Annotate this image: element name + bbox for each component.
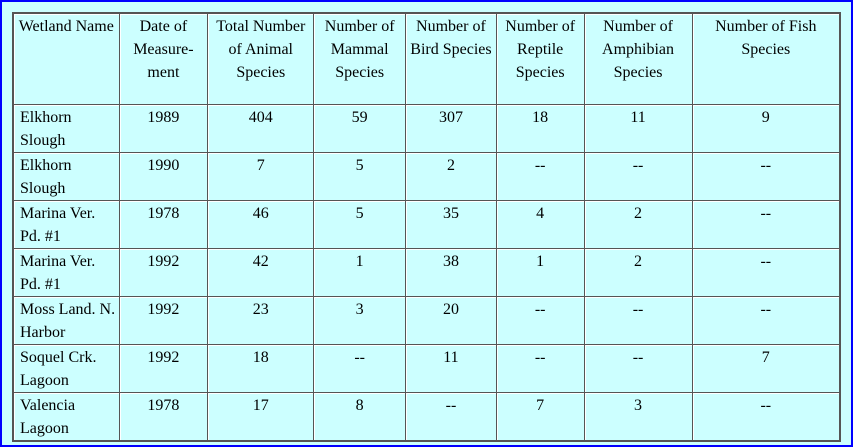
header-row: Wetland Name Date of Measure-ment Total … — [12, 12, 841, 105]
cell-reptile: -- — [495, 152, 585, 201]
cell-bird: 38 — [405, 248, 497, 297]
table-row: Soquel Crk. Lagoon 1992 18 -- 11 -- -- 7 — [12, 344, 841, 393]
cell-mammal: 5 — [313, 200, 407, 249]
header-wetland-name: Wetland Name — [12, 12, 120, 105]
header-total-animal-species: Total Number of Animal Species — [207, 12, 315, 105]
cell-total: 7 — [207, 152, 315, 201]
cell-amphibian: 2 — [583, 200, 693, 249]
cell-reptile: -- — [495, 344, 585, 393]
cell-wetland-name: Elkhorn Slough — [12, 104, 120, 153]
header-reptile-species: Number of Reptile Species — [495, 12, 585, 105]
cell-date: 1978 — [118, 392, 209, 442]
cell-total: 42 — [207, 248, 315, 297]
cell-bird: 2 — [405, 152, 497, 201]
cell-mammal: -- — [313, 344, 407, 393]
cell-bird: 20 — [405, 296, 497, 345]
cell-total: 23 — [207, 296, 315, 345]
wetland-species-table: Wetland Name Date of Measure-ment Total … — [12, 12, 841, 442]
table-row: Elkhorn Slough 1990 7 5 2 -- -- -- — [12, 152, 841, 201]
header-bird-species: Number of Bird Species — [405, 12, 497, 105]
cell-reptile: 1 — [495, 248, 585, 297]
cell-fish: -- — [691, 248, 841, 297]
cell-amphibian: 11 — [583, 104, 693, 153]
cell-date: 1992 — [118, 344, 209, 393]
cell-mammal: 1 — [313, 248, 407, 297]
cell-mammal: 8 — [313, 392, 407, 442]
cell-date: 1992 — [118, 296, 209, 345]
cell-reptile: 4 — [495, 200, 585, 249]
cell-mammal: 3 — [313, 296, 407, 345]
cell-bird: 307 — [405, 104, 497, 153]
table-row: Marina Ver. Pd. #1 1992 42 1 38 1 2 -- — [12, 248, 841, 297]
cell-fish: -- — [691, 200, 841, 249]
cell-total: 46 — [207, 200, 315, 249]
table-row: Marina Ver. Pd. #1 1978 46 5 35 4 2 -- — [12, 200, 841, 249]
cell-total: 18 — [207, 344, 315, 393]
cell-fish: 9 — [691, 104, 841, 153]
cell-bird: 11 — [405, 344, 497, 393]
table-row: Valencia Lagoon 1978 17 8 -- 7 3 -- — [12, 392, 841, 442]
cell-bird: 35 — [405, 200, 497, 249]
header-mammal-species: Number of Mammal Species — [313, 12, 407, 105]
cell-fish: 7 — [691, 344, 841, 393]
cell-bird: -- — [405, 392, 497, 442]
cell-reptile: 7 — [495, 392, 585, 442]
cell-amphibian: -- — [583, 296, 693, 345]
cell-wetland-name: Marina Ver. Pd. #1 — [12, 248, 120, 297]
cell-amphibian: -- — [583, 344, 693, 393]
table-row: Moss Land. N. Harbor 1992 23 3 20 -- -- … — [12, 296, 841, 345]
cell-wetland-name: Moss Land. N. Harbor — [12, 296, 120, 345]
header-fish-species: Number of Fish Species — [691, 12, 841, 105]
cell-wetland-name: Soquel Crk. Lagoon — [12, 344, 120, 393]
header-date-of-measurement: Date of Measure-ment — [118, 12, 209, 105]
cell-date: 1989 — [118, 104, 209, 153]
cell-date: 1978 — [118, 200, 209, 249]
cell-fish: -- — [691, 392, 841, 442]
header-amphibian-species: Number of Amphibian Species — [583, 12, 693, 105]
cell-amphibian: 2 — [583, 248, 693, 297]
cell-fish: -- — [691, 152, 841, 201]
cell-mammal: 5 — [313, 152, 407, 201]
cell-date: 1990 — [118, 152, 209, 201]
cell-amphibian: 3 — [583, 392, 693, 442]
cell-amphibian: -- — [583, 152, 693, 201]
cell-total: 17 — [207, 392, 315, 442]
cell-fish: -- — [691, 296, 841, 345]
cell-reptile: -- — [495, 296, 585, 345]
cell-wetland-name: Elkhorn Slough — [12, 152, 120, 201]
cell-wetland-name: Marina Ver. Pd. #1 — [12, 200, 120, 249]
cell-reptile: 18 — [495, 104, 585, 153]
cell-total: 404 — [207, 104, 315, 153]
table-row: Elkhorn Slough 1989 404 59 307 18 11 9 — [12, 104, 841, 153]
cell-date: 1992 — [118, 248, 209, 297]
cell-mammal: 59 — [313, 104, 407, 153]
cell-wetland-name: Valencia Lagoon — [12, 392, 120, 442]
